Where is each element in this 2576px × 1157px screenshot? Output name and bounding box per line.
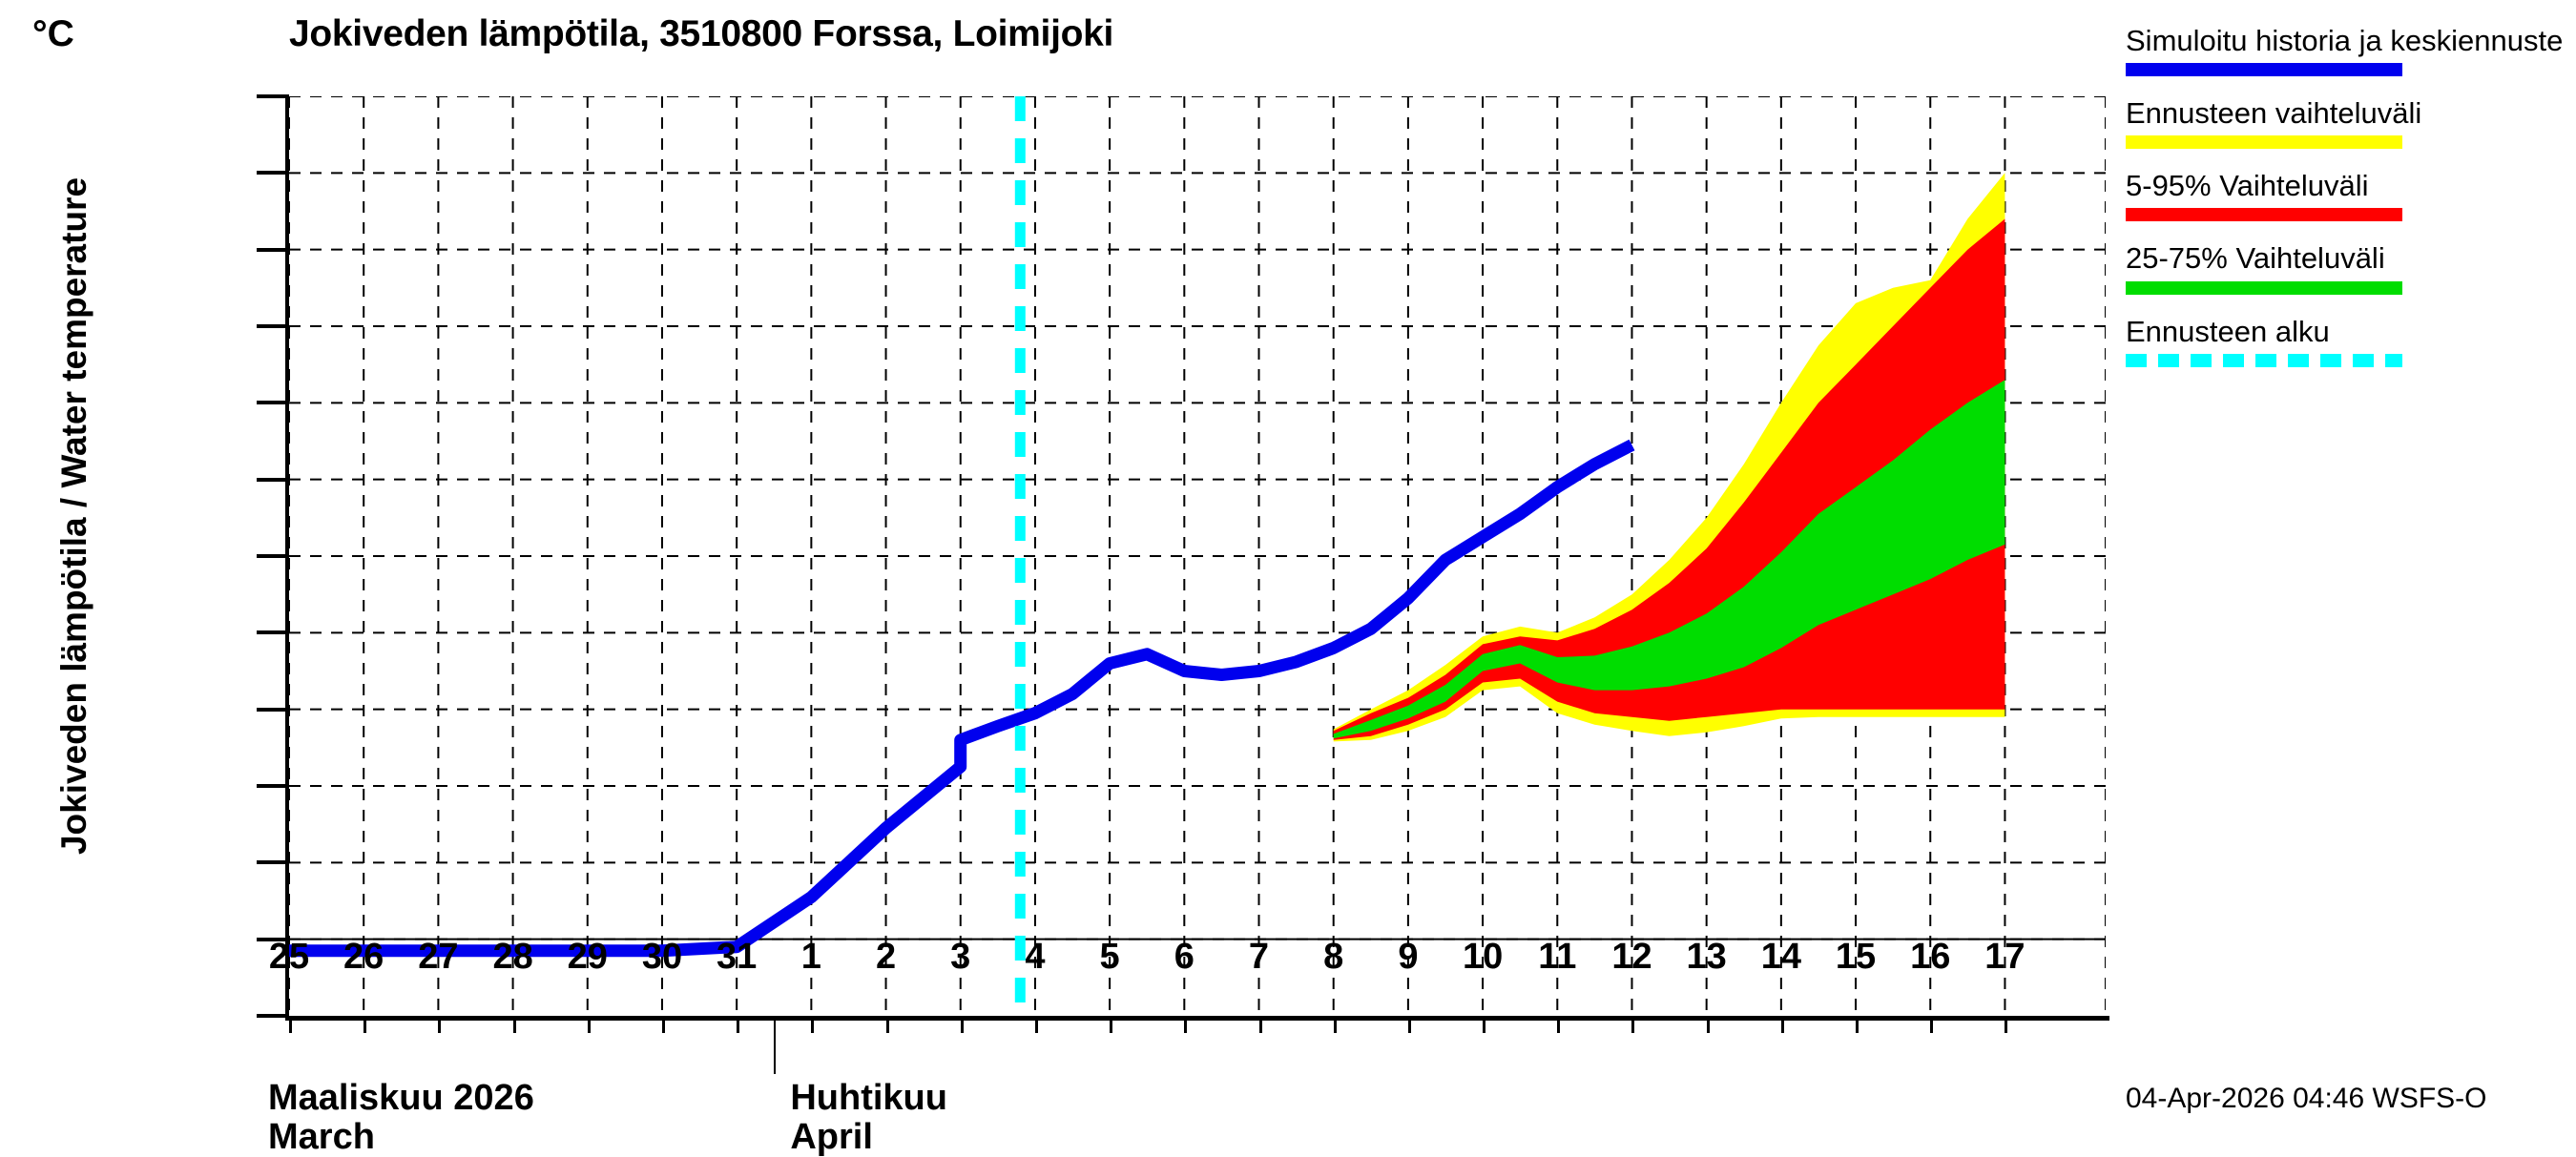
- legend-swatch-range-25-75: [2126, 280, 2402, 295]
- y-tick-mark: [257, 247, 289, 252]
- x-tick-label: 6: [1174, 937, 1195, 977]
- y-tick-mark: [257, 784, 289, 788]
- month-name-fi: Maaliskuu 2026: [268, 1078, 534, 1118]
- x-tick-mark: [1780, 1016, 1784, 1033]
- x-tick-label: 26: [343, 937, 384, 977]
- legend-swatch-forecast-start: [2126, 353, 2402, 367]
- legend-item-mean-forecast: Simuloitu historia ja keskiennuste: [2126, 24, 2565, 77]
- legend-label: Simuloitu historia ja keskiennuste: [2126, 24, 2564, 57]
- month-separator: [774, 1021, 777, 1074]
- x-tick-label: 8: [1323, 937, 1344, 977]
- chart-canvas: [289, 96, 2106, 1016]
- unit-label: °C: [32, 13, 74, 54]
- x-tick-label: 25: [268, 937, 310, 977]
- x-tick-label: 29: [567, 937, 608, 977]
- x-tick-mark: [661, 1016, 665, 1033]
- y-axis-title: Jokiveden lämpötila / Water temperature: [54, 176, 93, 856]
- mean-forecast-line: [289, 439, 1635, 958]
- legend-item-range-5-95: 5-95% Vaihteluväli: [2126, 169, 2565, 222]
- y-tick-mark: [257, 1014, 289, 1018]
- x-tick-label: 13: [1686, 937, 1727, 977]
- y-tick-mark: [257, 477, 289, 482]
- x-tick-label: 2: [875, 937, 897, 977]
- legend-item-forecast-start: Ennusteen alku: [2126, 314, 2565, 367]
- legend-label: Ennusteen alku: [2126, 314, 2330, 348]
- legend-item-range-25-75: 25-75% Vaihteluväli: [2126, 241, 2565, 295]
- y-tick-mark: [257, 94, 289, 98]
- x-tick-label: 7: [1248, 937, 1270, 977]
- legend: Simuloitu historia ja keskiennuste Ennust…: [2126, 25, 2565, 388]
- y-tick-mark: [257, 171, 289, 176]
- legend-swatch-range-5-95: [2126, 208, 2402, 222]
- x-tick-mark: [1407, 1016, 1411, 1033]
- x-tick-mark: [737, 1016, 740, 1033]
- x-tick-label: 28: [492, 937, 533, 977]
- x-tick-label: 14: [1760, 937, 1801, 977]
- x-tick-label: 31: [717, 937, 758, 977]
- legend-label: 5-95% Vaihteluväli: [2126, 169, 2369, 203]
- x-tick-label: 27: [418, 937, 459, 977]
- x-tick-label: 12: [1611, 937, 1652, 977]
- x-tick-label: 16: [1910, 937, 1951, 977]
- x-tick-label: 1: [800, 937, 821, 977]
- month-label: Huhtikuu April: [790, 1078, 947, 1157]
- x-tick-mark: [289, 1016, 292, 1033]
- x-tick-mark: [1184, 1016, 1188, 1033]
- x-tick-label: 3: [950, 937, 971, 977]
- y-tick-mark: [257, 630, 289, 635]
- x-tick-mark: [1557, 1016, 1561, 1033]
- x-tick-mark: [438, 1016, 442, 1033]
- month-name-en: April: [790, 1117, 873, 1157]
- x-tick-mark: [1110, 1016, 1113, 1033]
- y-tick-mark: [257, 554, 289, 558]
- x-tick-mark: [364, 1016, 367, 1033]
- legend-swatch-mean-forecast: [2126, 63, 2402, 77]
- x-tick-mark: [1706, 1016, 1710, 1033]
- plot-area: [257, 94, 2109, 1033]
- x-tick-label: 10: [1462, 937, 1504, 977]
- page-title: Jokiveden lämpötila, 3510800 Forssa, Loi…: [289, 13, 1114, 54]
- legend-item-forecast-range: Ennusteen vaihteluväli: [2126, 96, 2565, 150]
- x-tick-mark: [1930, 1016, 1934, 1033]
- x-tick-mark: [2005, 1016, 2008, 1033]
- x-tick-label: 17: [1984, 937, 2025, 977]
- x-tick-label: 11: [1538, 937, 1577, 977]
- x-tick-mark: [512, 1016, 516, 1033]
- x-tick-label: 9: [1398, 937, 1419, 977]
- month-label: Maaliskuu 2026 March: [268, 1078, 534, 1157]
- y-tick-mark: [257, 324, 289, 328]
- band-25-75: [1333, 380, 2005, 739]
- x-tick-mark: [811, 1016, 815, 1033]
- y-tick-mark: [257, 860, 289, 865]
- legend-label: Ennusteen vaihteluväli: [2126, 96, 2422, 131]
- x-tick-mark: [1631, 1016, 1635, 1033]
- x-tick-mark: [1333, 1016, 1337, 1033]
- y-tick-mark: [257, 707, 289, 712]
- x-tick-mark: [1258, 1016, 1262, 1033]
- x-tick-label: 15: [1835, 937, 1877, 977]
- x-tick-mark: [885, 1016, 889, 1033]
- x-tick-mark: [587, 1016, 591, 1033]
- x-tick-mark: [1483, 1016, 1486, 1033]
- y-tick-mark: [257, 937, 289, 941]
- x-tick-mark: [1034, 1016, 1038, 1033]
- month-name-fi: Huhtikuu: [790, 1078, 947, 1118]
- x-tick-label: 4: [1025, 937, 1046, 977]
- x-axis-line: [285, 1016, 2109, 1021]
- timestamp-label: 04-Apr-2026 04:46 WSFS-O: [2126, 1083, 2487, 1114]
- month-name-en: March: [268, 1117, 375, 1157]
- x-tick-label: 30: [641, 937, 683, 977]
- y-tick-mark: [257, 401, 289, 405]
- x-tick-mark: [1856, 1016, 1859, 1033]
- legend-swatch-forecast-range: [2126, 135, 2402, 150]
- x-tick-label: 5: [1099, 937, 1120, 977]
- x-tick-mark: [960, 1016, 964, 1033]
- legend-label: 25-75% Vaihteluväli: [2126, 241, 2385, 276]
